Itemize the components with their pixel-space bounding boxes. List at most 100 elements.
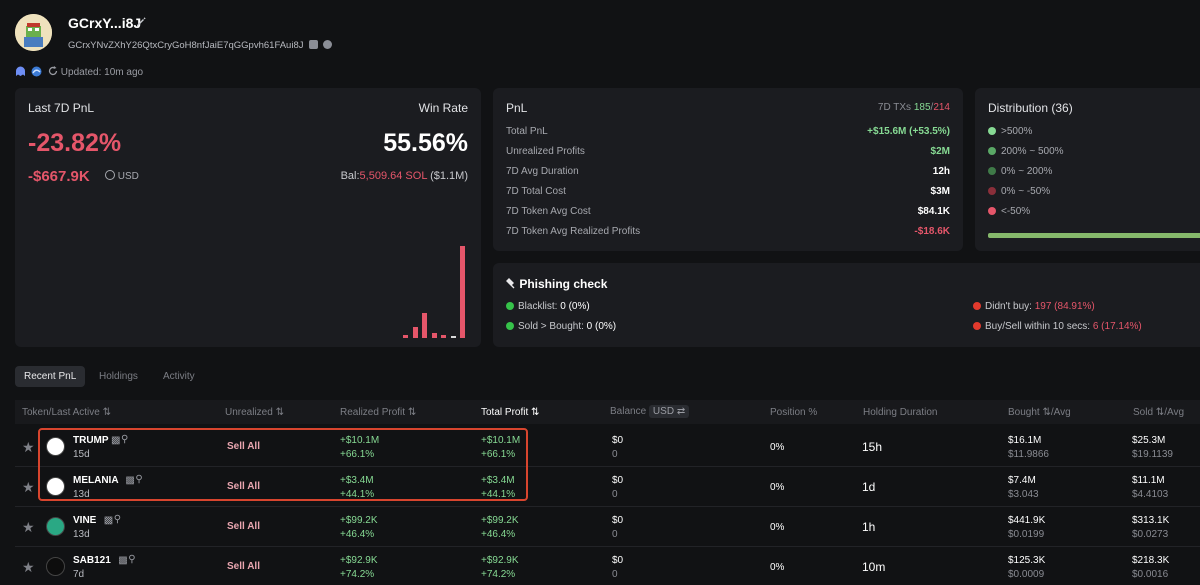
col-sold[interactable]: Sold ⇅/Avg (1133, 407, 1184, 418)
col-realized-label: Realized Profit (340, 407, 406, 418)
col-duration[interactable]: Holding Duration (863, 407, 938, 418)
table-row[interactable]: ★ MELANIA ▩ ⚲ 13d Sell All +$3.4M +44.1% +$3.4M +… (15, 467, 1200, 507)
distribution-item: 0% ~ 200% (988, 166, 1052, 177)
balance-value: $0 (612, 435, 624, 446)
copy-icon[interactable]: ▩ (111, 435, 121, 446)
star-icon[interactable]: ★ (22, 439, 35, 455)
balance-value: $0 (612, 475, 624, 486)
sort-icon: ⇅ (407, 407, 417, 418)
token-name[interactable]: VINE (73, 515, 97, 526)
refresh-icon[interactable] (48, 66, 58, 79)
txs-buy: 185 (913, 102, 931, 113)
position-percent: 0% (770, 562, 785, 573)
star-icon[interactable]: ★ (22, 559, 35, 575)
sold-avg: $4.4103 (1132, 489, 1169, 500)
sold-label: Sold > Bought: (518, 321, 584, 332)
search-icon[interactable]: ⚲ (113, 514, 122, 525)
distribution-label: 0% ~ 200% (1001, 166, 1053, 177)
winrate-label: Win Rate (418, 101, 468, 115)
ghost-icon[interactable] (15, 66, 26, 80)
sell-all-button[interactable]: Sell All (227, 441, 260, 452)
pnl-row-key: Total PnL (506, 126, 548, 137)
sold-value: $313.1K (1132, 515, 1170, 526)
sold-avg: $0.0016 (1132, 569, 1169, 580)
sort-icon: ⇅ (1042, 407, 1051, 418)
balance-sub: 0 (612, 569, 618, 580)
token-name[interactable]: SAB121 (73, 555, 111, 566)
sort-icon: ⇅ (275, 407, 284, 418)
wallet-address: GCrxYNvZXhY26QtxCryGoH8nfJaiE7qGGpvh61FA… (68, 40, 332, 51)
col-token[interactable]: Token/Last Active ⇅ (22, 407, 111, 418)
bought-value: $441.9K (1008, 515, 1046, 526)
pnl-percent: -23.82% (28, 129, 122, 157)
status-dot (506, 322, 514, 330)
phishing-header: Phishing check (506, 277, 607, 292)
table-row[interactable]: ★ VINE ▩ ⚲ 13d Sell All +$99.2K +46.4% +$99.2K +4… (15, 507, 1200, 547)
bal-sol: 5,509.64 SOL (359, 170, 428, 182)
table-row[interactable]: ★ TRUMP ▩ ⚲ 15d Sell All +$10.1M +66.1% +$10.1M +… (15, 427, 1200, 467)
copy-icon[interactable]: ▩ (125, 475, 135, 486)
token-age: 7d (73, 569, 85, 580)
search-icon[interactable]: ⚲ (128, 554, 136, 565)
tab-recent-pnl[interactable]: Recent PnL (15, 366, 86, 387)
sell-all-button[interactable]: Sell All (227, 521, 260, 532)
copy-icon[interactable]: ▩ (118, 555, 128, 566)
realized-percent: +46.4% (340, 529, 375, 540)
total-profit: +$3.4M (481, 475, 515, 486)
star-icon[interactable]: ★ (22, 479, 35, 495)
sell-all-button[interactable]: Sell All (227, 481, 260, 492)
tab-activity[interactable]: Activity (163, 371, 195, 382)
sort-icon: ⇅ (1155, 407, 1165, 418)
search-icon[interactable]: ⚲ (121, 434, 129, 445)
usd-toggle[interactable]: USD (105, 170, 139, 182)
explorer-icon[interactable] (322, 40, 332, 49)
copy-icon[interactable]: ▩ (103, 515, 114, 526)
col-total-profit[interactable]: Total Profit ⇅ (481, 407, 539, 418)
sort-icon: ⇅ (102, 407, 111, 418)
col-token-label: Token/Last Active (22, 407, 100, 418)
pnl-row: 7D Token Avg Realized Profits -$18.6K (506, 226, 950, 240)
pnl-row-key: 7D Avg Duration (506, 166, 579, 177)
distribution-label: 0% ~ -50% (1001, 186, 1051, 197)
pnl-bar (412, 326, 418, 338)
pnl-row: 7D Avg Duration 12h (506, 166, 950, 180)
pnl-row-value: $3M (930, 186, 950, 197)
txs-counter: 7D TXs 185/214 (878, 102, 950, 113)
col-sold-label: Sold (1133, 407, 1154, 418)
col-position[interactable]: Position % (770, 407, 818, 418)
col-balance[interactable]: Balance USD ⇄ (610, 405, 690, 418)
wave-icon[interactable] (31, 66, 42, 80)
distribution-label: 200% ~ 500% (1001, 146, 1064, 157)
realized-profit: +$3.4M (340, 475, 374, 486)
buy-sell-fast-item: Buy/Sell within 10 secs: 6 (17.14%) (973, 321, 1142, 332)
phishing-title: Phishing check (519, 277, 608, 291)
sell-all-button[interactable]: Sell All (227, 561, 260, 572)
balance-line: Bal:5,509.64 SOL ($1.1M) (341, 170, 468, 182)
txs-sell: 214 (933, 102, 950, 113)
copy-icon[interactable] (309, 40, 319, 49)
position-percent: 0% (770, 442, 785, 453)
table-row[interactable]: ★ SAB121 ▩ ⚲ 7d Sell All +$92.9K +74.2% +$92.9K +… (15, 547, 1200, 585)
token-name[interactable]: MELANIA (73, 475, 119, 486)
realized-percent: +74.2% (340, 569, 375, 580)
realized-percent: +44.1% (340, 489, 375, 500)
star-icon[interactable]: ★ (22, 519, 35, 535)
col-unrealized[interactable]: Unrealized ⇅ (225, 407, 284, 418)
col-realized[interactable]: Realized Profit ⇅ (340, 407, 416, 418)
token-name[interactable]: TRUMP (73, 435, 109, 446)
pnl-bar (431, 333, 437, 338)
balance-unit-toggle[interactable]: USD ⇄ (648, 405, 690, 418)
phishing-card: Phishing check Blacklist: 0 (0%) Sold > … (493, 263, 1200, 347)
search-icon[interactable]: ⚲ (135, 474, 143, 485)
bal-usd: ($1.1M) (430, 170, 468, 182)
didnt-value: 197 (84.91%) (1034, 301, 1095, 312)
pnl-row-key: 7D Token Avg Realized Profits (506, 226, 641, 237)
edit-icon[interactable] (136, 16, 146, 27)
pnl-row-value: -$18.6K (914, 226, 950, 237)
position-percent: 0% (770, 482, 785, 493)
distribution-item: 0% ~ -50% (988, 186, 1050, 197)
tab-holdings[interactable]: Holdings (99, 371, 138, 382)
wallet-avatar (15, 14, 52, 51)
col-bought[interactable]: Bought ⇅/Avg (1008, 407, 1071, 418)
updated-text: Updated: 10m ago (60, 67, 144, 78)
